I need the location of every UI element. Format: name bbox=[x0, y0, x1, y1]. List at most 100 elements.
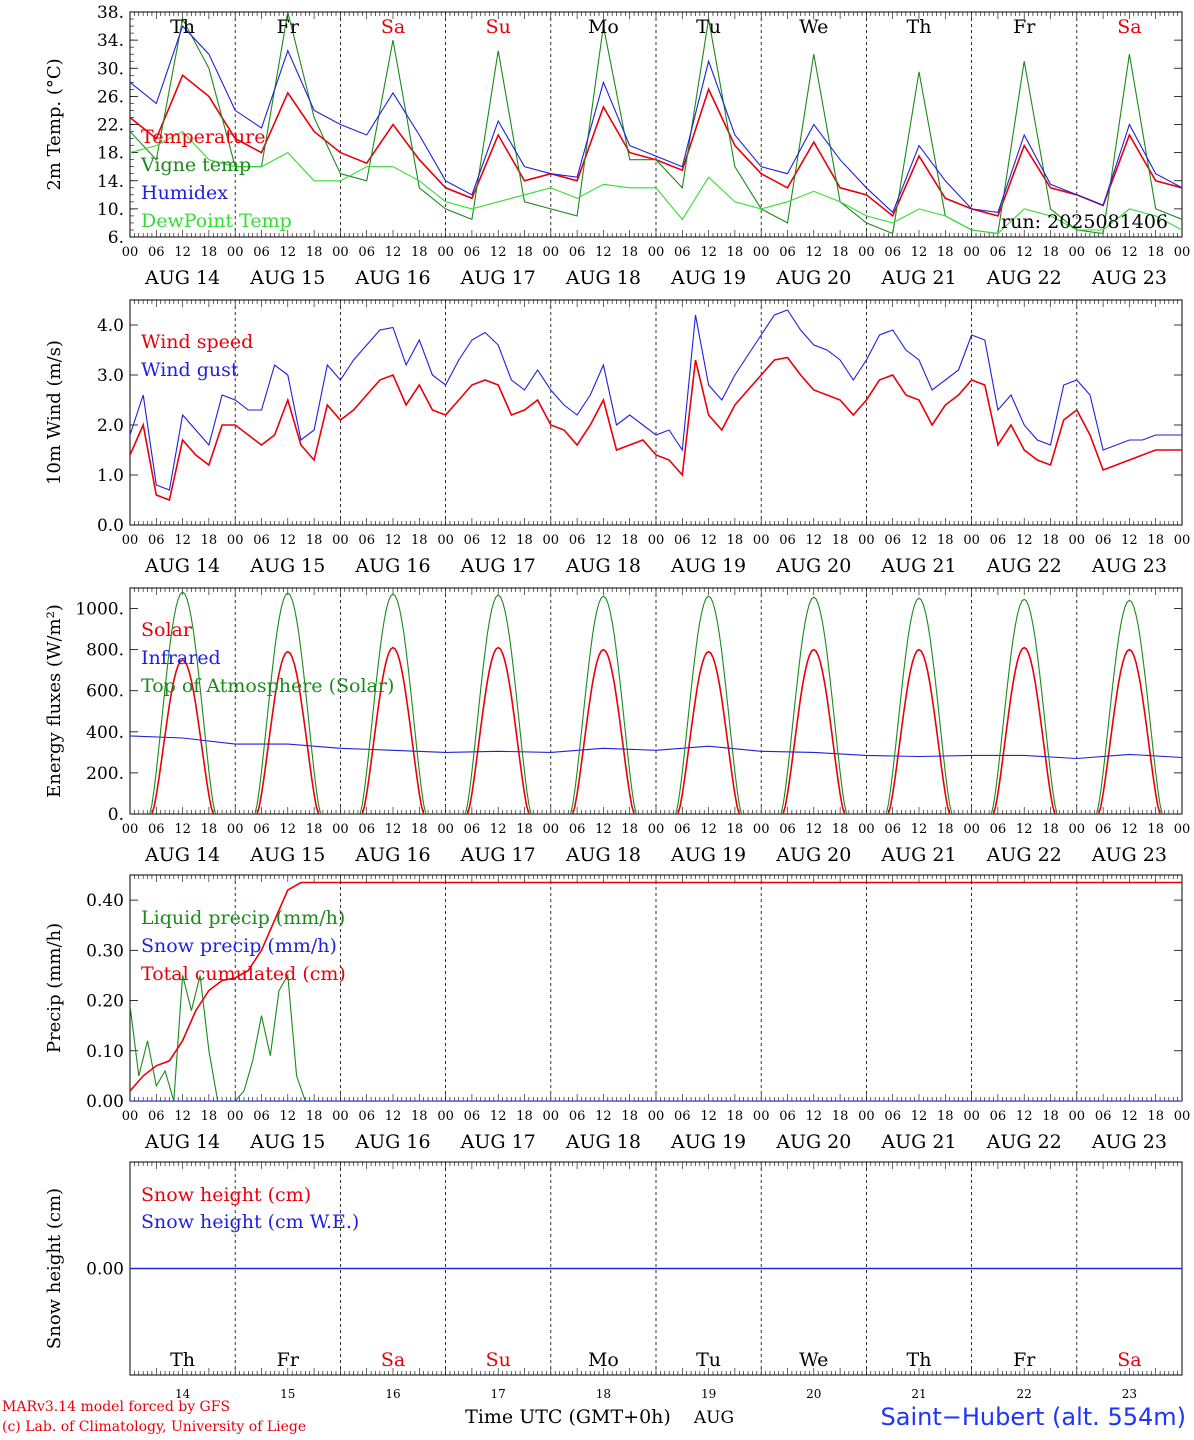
hour-label: 06 bbox=[674, 822, 691, 837]
date-label: AUG 20 bbox=[775, 555, 851, 577]
hour-label: 00 bbox=[437, 1109, 454, 1124]
y-tick-label: 34. bbox=[97, 31, 124, 51]
y-tick-label: 200. bbox=[86, 764, 124, 784]
date-label: AUG 18 bbox=[565, 555, 641, 577]
legend-entry: Wind gust bbox=[141, 359, 239, 381]
series-line bbox=[130, 130, 1182, 235]
weekday-label: Tu bbox=[696, 1349, 721, 1371]
legend-entry: Snow height (cm W.E.) bbox=[141, 1211, 359, 1233]
series-line bbox=[130, 881, 1182, 1092]
hour-label: 12 bbox=[806, 533, 823, 548]
y-tick-label: 600. bbox=[86, 682, 124, 702]
hour-label: 06 bbox=[358, 245, 375, 260]
hour-label: 12 bbox=[385, 1109, 402, 1124]
series-line bbox=[130, 309, 1182, 491]
hour-label: 18 bbox=[1147, 822, 1164, 837]
hour-label: 06 bbox=[464, 533, 481, 548]
hour-label: 06 bbox=[358, 822, 375, 837]
hour-label: 18 bbox=[832, 533, 849, 548]
hour-label: 18 bbox=[306, 1109, 323, 1124]
date-label: AUG 17 bbox=[460, 844, 536, 866]
series-line bbox=[130, 646, 1182, 814]
hour-label: 00 bbox=[963, 533, 980, 548]
hour-label: 12 bbox=[911, 1109, 928, 1124]
hour-label: 00 bbox=[122, 533, 139, 548]
hour-label: 12 bbox=[911, 245, 928, 260]
y-tick-label: 4.0 bbox=[97, 316, 124, 336]
panel-5 bbox=[129, 1161, 1183, 1376]
hour-label: 06 bbox=[884, 533, 901, 548]
weekday-label: Sa bbox=[381, 16, 405, 38]
weekday-label: Sa bbox=[1117, 1349, 1141, 1371]
y-tick-label: 1.0 bbox=[97, 466, 124, 486]
x-axis-title: Time UTC (GMT+0h) bbox=[465, 1406, 671, 1428]
hour-label: 00 bbox=[1069, 533, 1086, 548]
y-axis-label: 2m Temp. (°C) bbox=[44, 58, 65, 190]
hour-label: 12 bbox=[595, 245, 612, 260]
hour-label: 12 bbox=[490, 822, 507, 837]
y-tick-label: 14. bbox=[97, 172, 124, 192]
date-label: AUG 23 bbox=[1091, 267, 1167, 289]
legend-entry: Wind speed bbox=[141, 331, 253, 353]
panel-4 bbox=[129, 874, 1183, 1102]
date-label: AUG 16 bbox=[354, 1131, 430, 1153]
hour-label: 00 bbox=[122, 1109, 139, 1124]
legend-entry: Top of Atmosphere (Solar) bbox=[141, 675, 394, 697]
hour-label: 06 bbox=[569, 245, 586, 260]
weekday-label: Th bbox=[170, 16, 195, 38]
hour-label: 12 bbox=[1016, 533, 1033, 548]
y-tick-label: 0. bbox=[108, 805, 124, 825]
hour-label: 06 bbox=[674, 533, 691, 548]
hour-label: 00 bbox=[858, 533, 875, 548]
month-label: AUG bbox=[693, 1408, 734, 1428]
hour-label: 18 bbox=[832, 245, 849, 260]
weekday-label: Mo bbox=[588, 1349, 619, 1371]
hour-label: 06 bbox=[253, 245, 270, 260]
hour-label: 06 bbox=[884, 1109, 901, 1124]
legend-entry: Temperature bbox=[141, 126, 265, 148]
hour-label: 18 bbox=[937, 1109, 954, 1124]
hour-label: 06 bbox=[779, 245, 796, 260]
date-label: AUG 18 bbox=[565, 1131, 641, 1153]
hour-label: 18 bbox=[727, 822, 744, 837]
date-label: AUG 20 bbox=[775, 1131, 851, 1153]
hour-label: 06 bbox=[464, 1109, 481, 1124]
weekday-label: We bbox=[799, 16, 828, 38]
y-tick-label: 0.00 bbox=[86, 1092, 124, 1112]
legend-entry: Solar bbox=[141, 619, 193, 641]
hour-label: 12 bbox=[595, 533, 612, 548]
date-label: AUG 15 bbox=[249, 844, 325, 866]
legend-entry: Humidex bbox=[141, 182, 228, 204]
hour-label: 06 bbox=[884, 245, 901, 260]
date-label: AUG 19 bbox=[670, 844, 746, 866]
hour-label: 12 bbox=[280, 245, 297, 260]
weekday-label: Tu bbox=[696, 16, 721, 38]
hour-label: 00 bbox=[227, 1109, 244, 1124]
legend-entry: Snow precip (mm/h) bbox=[141, 935, 337, 957]
hour-label: 06 bbox=[884, 822, 901, 837]
date-label: AUG 14 bbox=[144, 1131, 220, 1153]
hour-label: 12 bbox=[700, 1109, 717, 1124]
legend-entry: DewPoint Temp bbox=[141, 210, 292, 232]
hour-label: 00 bbox=[1069, 822, 1086, 837]
hour-label: 06 bbox=[779, 822, 796, 837]
date-label: AUG 16 bbox=[354, 844, 430, 866]
hour-label: 06 bbox=[674, 245, 691, 260]
hour-label: 18 bbox=[516, 245, 533, 260]
hour-label: 00 bbox=[1174, 533, 1191, 548]
hour-label: 00 bbox=[858, 245, 875, 260]
hour-label: 06 bbox=[253, 1109, 270, 1124]
day-number-label: 15 bbox=[280, 1387, 295, 1401]
hour-label: 00 bbox=[648, 245, 665, 260]
panel-1 bbox=[129, 11, 1183, 238]
date-label: AUG 22 bbox=[986, 844, 1062, 866]
hour-label: 18 bbox=[1042, 822, 1059, 837]
hour-label: 18 bbox=[201, 1109, 218, 1124]
hour-label: 12 bbox=[490, 1109, 507, 1124]
hour-label: 12 bbox=[700, 822, 717, 837]
date-label: AUG 14 bbox=[144, 844, 220, 866]
hour-label: 18 bbox=[1147, 245, 1164, 260]
y-tick-label: 26. bbox=[97, 87, 124, 107]
date-label: AUG 16 bbox=[354, 555, 430, 577]
